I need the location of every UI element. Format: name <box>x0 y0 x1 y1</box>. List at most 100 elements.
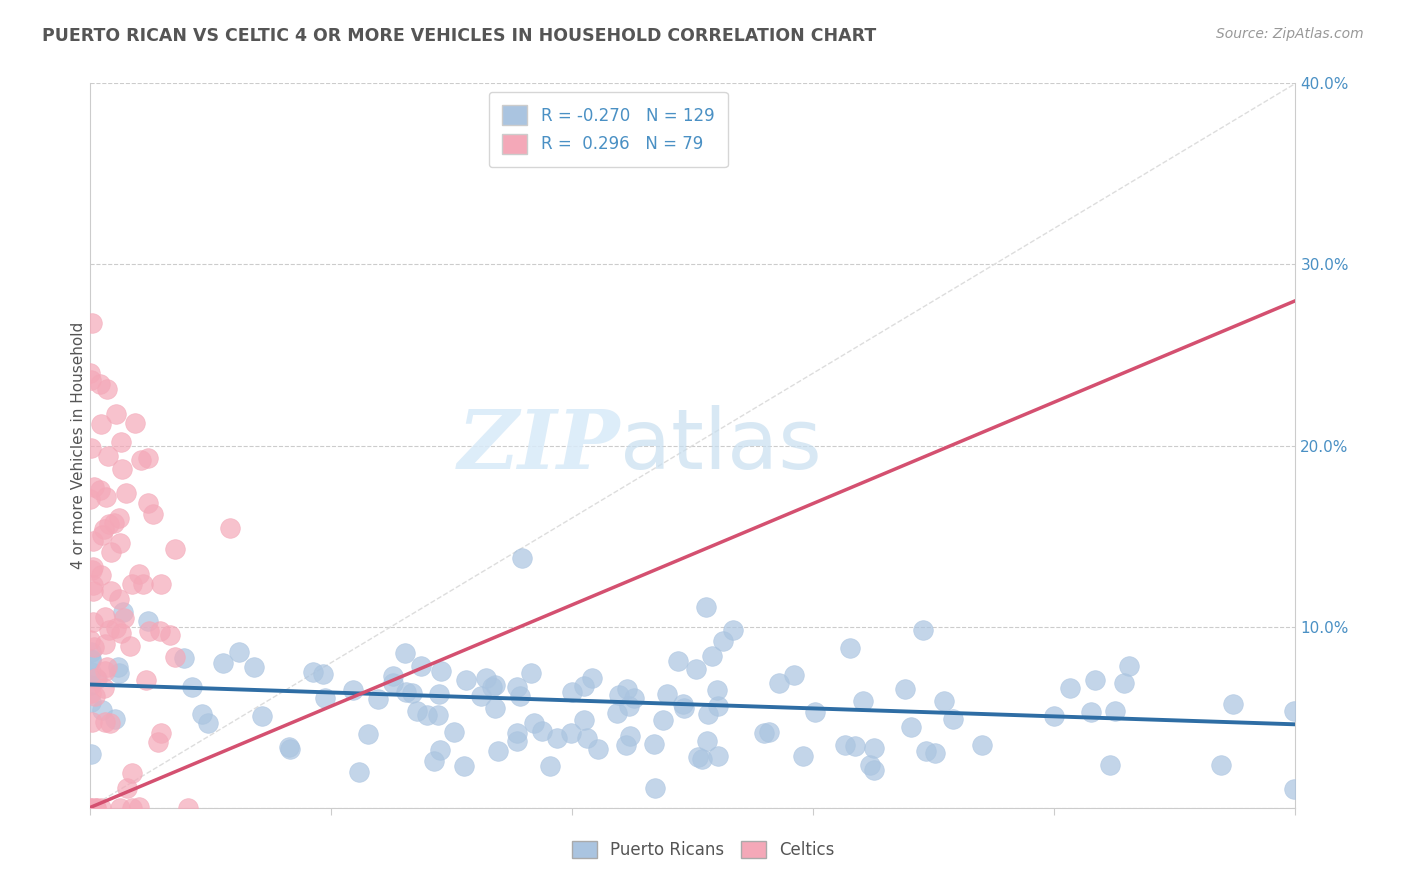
Point <box>177 800 200 814</box>
Point <box>783 667 806 681</box>
Point <box>572 679 595 693</box>
Point <box>135 673 157 688</box>
Point <box>86 672 108 686</box>
Point <box>197 716 219 731</box>
Point <box>302 665 325 679</box>
Point <box>686 750 709 764</box>
Point <box>510 550 533 565</box>
Point <box>314 690 336 705</box>
Point <box>79 491 101 506</box>
Point <box>82 578 104 592</box>
Point <box>347 765 370 780</box>
Point <box>129 452 152 467</box>
Point <box>538 759 561 773</box>
Point <box>138 496 160 510</box>
Point <box>484 700 506 714</box>
Point <box>530 724 553 739</box>
Point <box>114 486 136 500</box>
Point <box>243 660 266 674</box>
Point <box>406 705 429 719</box>
Point <box>138 624 160 638</box>
Point <box>651 713 673 727</box>
Point <box>136 450 159 465</box>
Point <box>672 697 695 711</box>
Point <box>1114 676 1136 690</box>
Point <box>484 678 506 692</box>
Point <box>707 748 730 763</box>
Point <box>84 800 107 814</box>
Point <box>90 568 112 582</box>
Point <box>623 691 645 706</box>
Point <box>93 715 115 730</box>
Legend: Puerto Ricans, Celtics: Puerto Ricans, Celtics <box>565 834 841 866</box>
Point <box>367 691 389 706</box>
Point <box>80 563 103 577</box>
Point <box>93 610 115 624</box>
Point <box>82 615 104 630</box>
Point <box>970 739 993 753</box>
Point <box>84 689 107 703</box>
Point <box>560 725 582 739</box>
Point <box>834 738 856 752</box>
Point <box>474 671 496 685</box>
Point <box>100 545 122 559</box>
Point <box>1043 709 1066 723</box>
Point <box>1284 781 1306 796</box>
Point <box>839 641 862 656</box>
Point <box>80 652 103 666</box>
Point <box>614 738 637 752</box>
Point <box>121 800 143 814</box>
Point <box>859 757 882 772</box>
Point <box>546 731 568 745</box>
Point <box>673 701 696 715</box>
Text: Source: ZipAtlas.com: Source: ZipAtlas.com <box>1216 27 1364 41</box>
Point <box>416 707 439 722</box>
Point <box>711 633 734 648</box>
Point <box>426 708 449 723</box>
Point <box>128 800 150 814</box>
Point <box>312 667 335 681</box>
Point <box>706 683 728 698</box>
Point <box>429 665 451 679</box>
Point <box>94 665 117 679</box>
Point <box>395 685 418 699</box>
Point <box>453 758 475 772</box>
Point <box>91 703 114 717</box>
Point <box>643 737 665 751</box>
Point <box>108 665 131 680</box>
Point <box>278 739 301 754</box>
Point <box>80 686 103 700</box>
Point <box>80 800 103 814</box>
Point <box>82 534 104 549</box>
Point <box>149 576 172 591</box>
Point <box>121 577 143 591</box>
Legend: R = -0.270   N = 129, R =  0.296   N = 79: R = -0.270 N = 129, R = 0.296 N = 79 <box>489 92 727 168</box>
Point <box>97 449 120 463</box>
Point <box>93 522 115 536</box>
Point <box>250 709 273 723</box>
Point <box>1118 658 1140 673</box>
Point <box>768 675 790 690</box>
Point <box>912 623 935 637</box>
Point <box>118 639 141 653</box>
Point <box>357 726 380 740</box>
Point <box>79 366 101 380</box>
Point <box>136 614 159 628</box>
Point <box>80 747 103 761</box>
Point <box>576 731 599 746</box>
Point <box>96 382 118 396</box>
Point <box>574 714 596 728</box>
Point <box>93 681 115 696</box>
Point <box>382 669 405 683</box>
Point <box>561 685 583 699</box>
Point <box>93 637 115 651</box>
Point <box>506 681 529 695</box>
Point <box>165 542 187 557</box>
Point <box>108 800 131 814</box>
Point <box>80 665 103 680</box>
Point <box>758 725 780 739</box>
Point <box>181 680 204 694</box>
Point <box>506 726 529 740</box>
Point <box>606 706 628 720</box>
Point <box>211 657 233 671</box>
